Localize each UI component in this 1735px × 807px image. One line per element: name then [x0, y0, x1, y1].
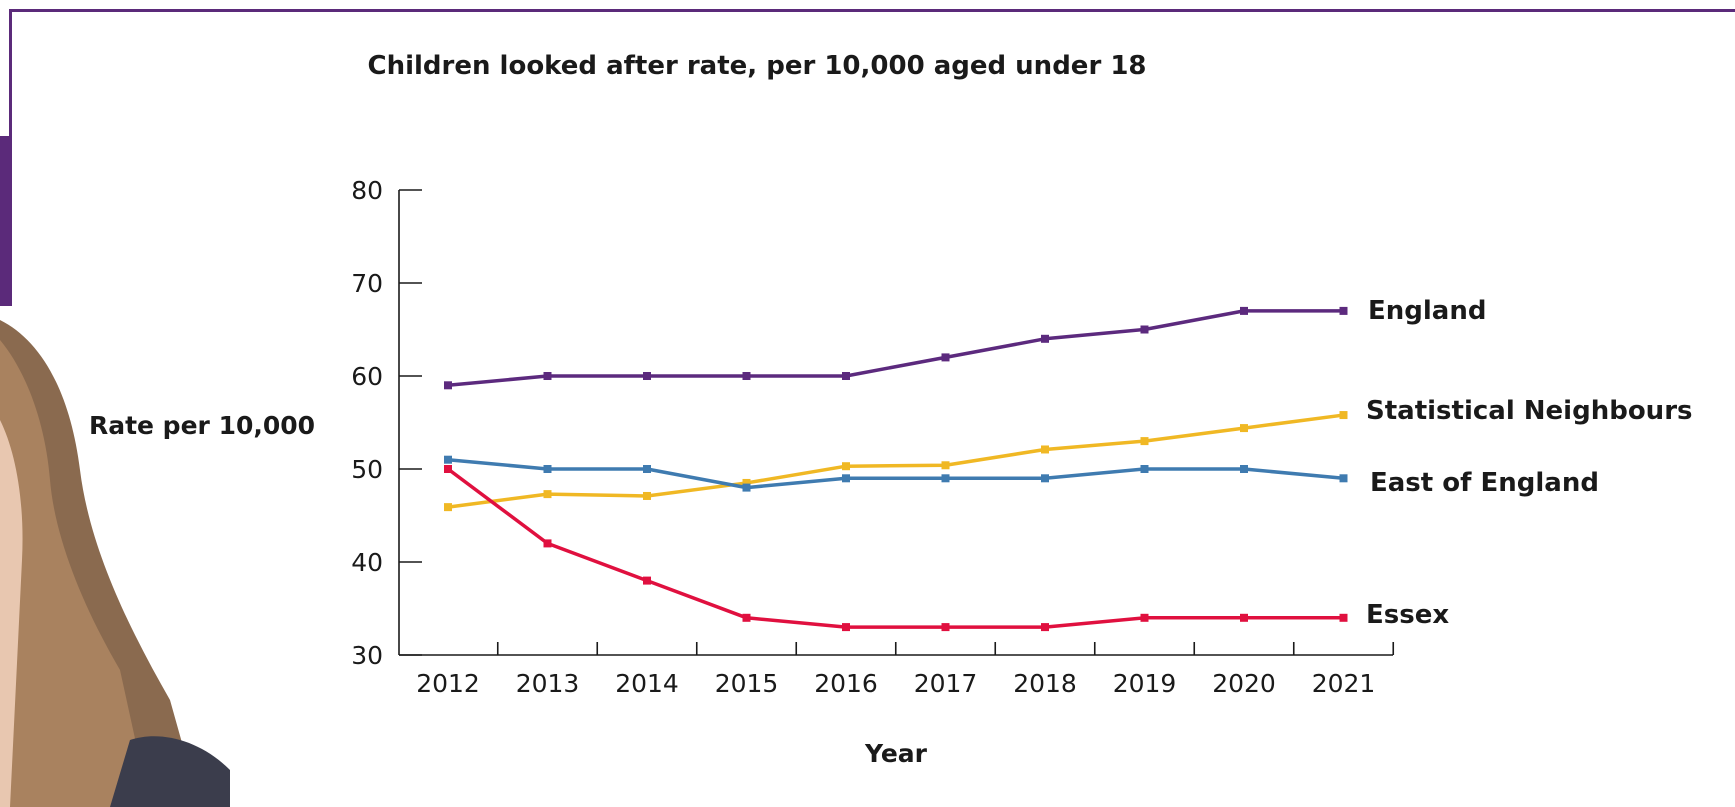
x-tick-label: 2015: [715, 669, 779, 698]
series-group: England Statistical Neighbours East of Eng…: [444, 296, 1693, 631]
data-point: [1340, 614, 1348, 622]
series-line: [448, 460, 1344, 488]
x-tick-labels: 2012 2013 2014 2015 2016 2017 2018 2019 2020 2021: [416, 642, 1393, 698]
y-tick-label: 60: [351, 362, 383, 391]
x-tick-label: 2021: [1312, 669, 1376, 698]
data-point: [942, 353, 950, 361]
series-label: England: [1368, 296, 1486, 326]
y-tick-label: 30: [351, 641, 383, 670]
data-point: [842, 474, 850, 482]
data-point: [444, 381, 452, 389]
data-point: [1141, 437, 1149, 445]
series-england: England: [444, 296, 1486, 389]
data-point: [743, 614, 751, 622]
data-point: [1240, 614, 1248, 622]
y-tick-label: 80: [351, 176, 383, 205]
x-tick-label: 2018: [1013, 669, 1077, 698]
data-point: [942, 474, 950, 482]
data-point: [643, 372, 651, 380]
x-tick-label: 2019: [1113, 669, 1177, 698]
data-point: [1240, 307, 1248, 315]
x-tick-label: 2016: [814, 669, 878, 698]
y-axis-title: Rate per 10,000: [89, 411, 315, 440]
x-tick-label: 2014: [615, 669, 679, 698]
data-point: [544, 465, 552, 473]
data-point: [1141, 465, 1149, 473]
data-point: [444, 465, 452, 473]
data-point: [1041, 474, 1049, 482]
x-tick-label: 2012: [416, 669, 480, 698]
x-tick-label: 2013: [516, 669, 580, 698]
data-point: [444, 456, 452, 464]
x-tick-label: 2017: [914, 669, 978, 698]
y-tick-labels: 30 40 50 60 70 80: [351, 176, 422, 670]
series-line: [448, 415, 1344, 507]
data-point: [544, 490, 552, 498]
data-point: [942, 461, 950, 469]
series-east-of-england: East of England: [444, 456, 1599, 498]
data-point: [1240, 465, 1248, 473]
series-label: Statistical Neighbours: [1366, 396, 1693, 426]
axes: [399, 190, 1393, 655]
data-point: [544, 539, 552, 547]
data-point: [1141, 326, 1149, 334]
data-point: [444, 503, 452, 511]
x-axis-title: Year: [864, 739, 928, 768]
data-point: [1041, 623, 1049, 631]
data-point: [1340, 474, 1348, 482]
series-label: East of England: [1370, 468, 1599, 498]
data-point: [643, 577, 651, 585]
data-point: [1340, 307, 1348, 315]
data-point: [1240, 424, 1248, 432]
data-point: [1041, 335, 1049, 343]
data-point: [1340, 411, 1348, 419]
data-point: [1041, 445, 1049, 453]
data-point: [842, 623, 850, 631]
series-essex: Essex: [444, 465, 1449, 631]
x-tick-label: 2020: [1212, 669, 1276, 698]
chart-title: Children looked after rate, per 10,000 a…: [368, 51, 1147, 81]
data-point: [544, 372, 552, 380]
data-point: [743, 484, 751, 492]
data-point: [842, 372, 850, 380]
series-line: [448, 469, 1344, 627]
series-label: Essex: [1366, 600, 1449, 630]
data-point: [1141, 614, 1149, 622]
data-point: [643, 465, 651, 473]
y-tick-label: 70: [351, 269, 383, 298]
series-line: [448, 311, 1344, 385]
data-point: [942, 623, 950, 631]
data-point: [643, 492, 651, 500]
y-tick-label: 50: [351, 455, 383, 484]
y-tick-label: 40: [351, 548, 383, 577]
data-point: [842, 462, 850, 470]
data-point: [743, 372, 751, 380]
